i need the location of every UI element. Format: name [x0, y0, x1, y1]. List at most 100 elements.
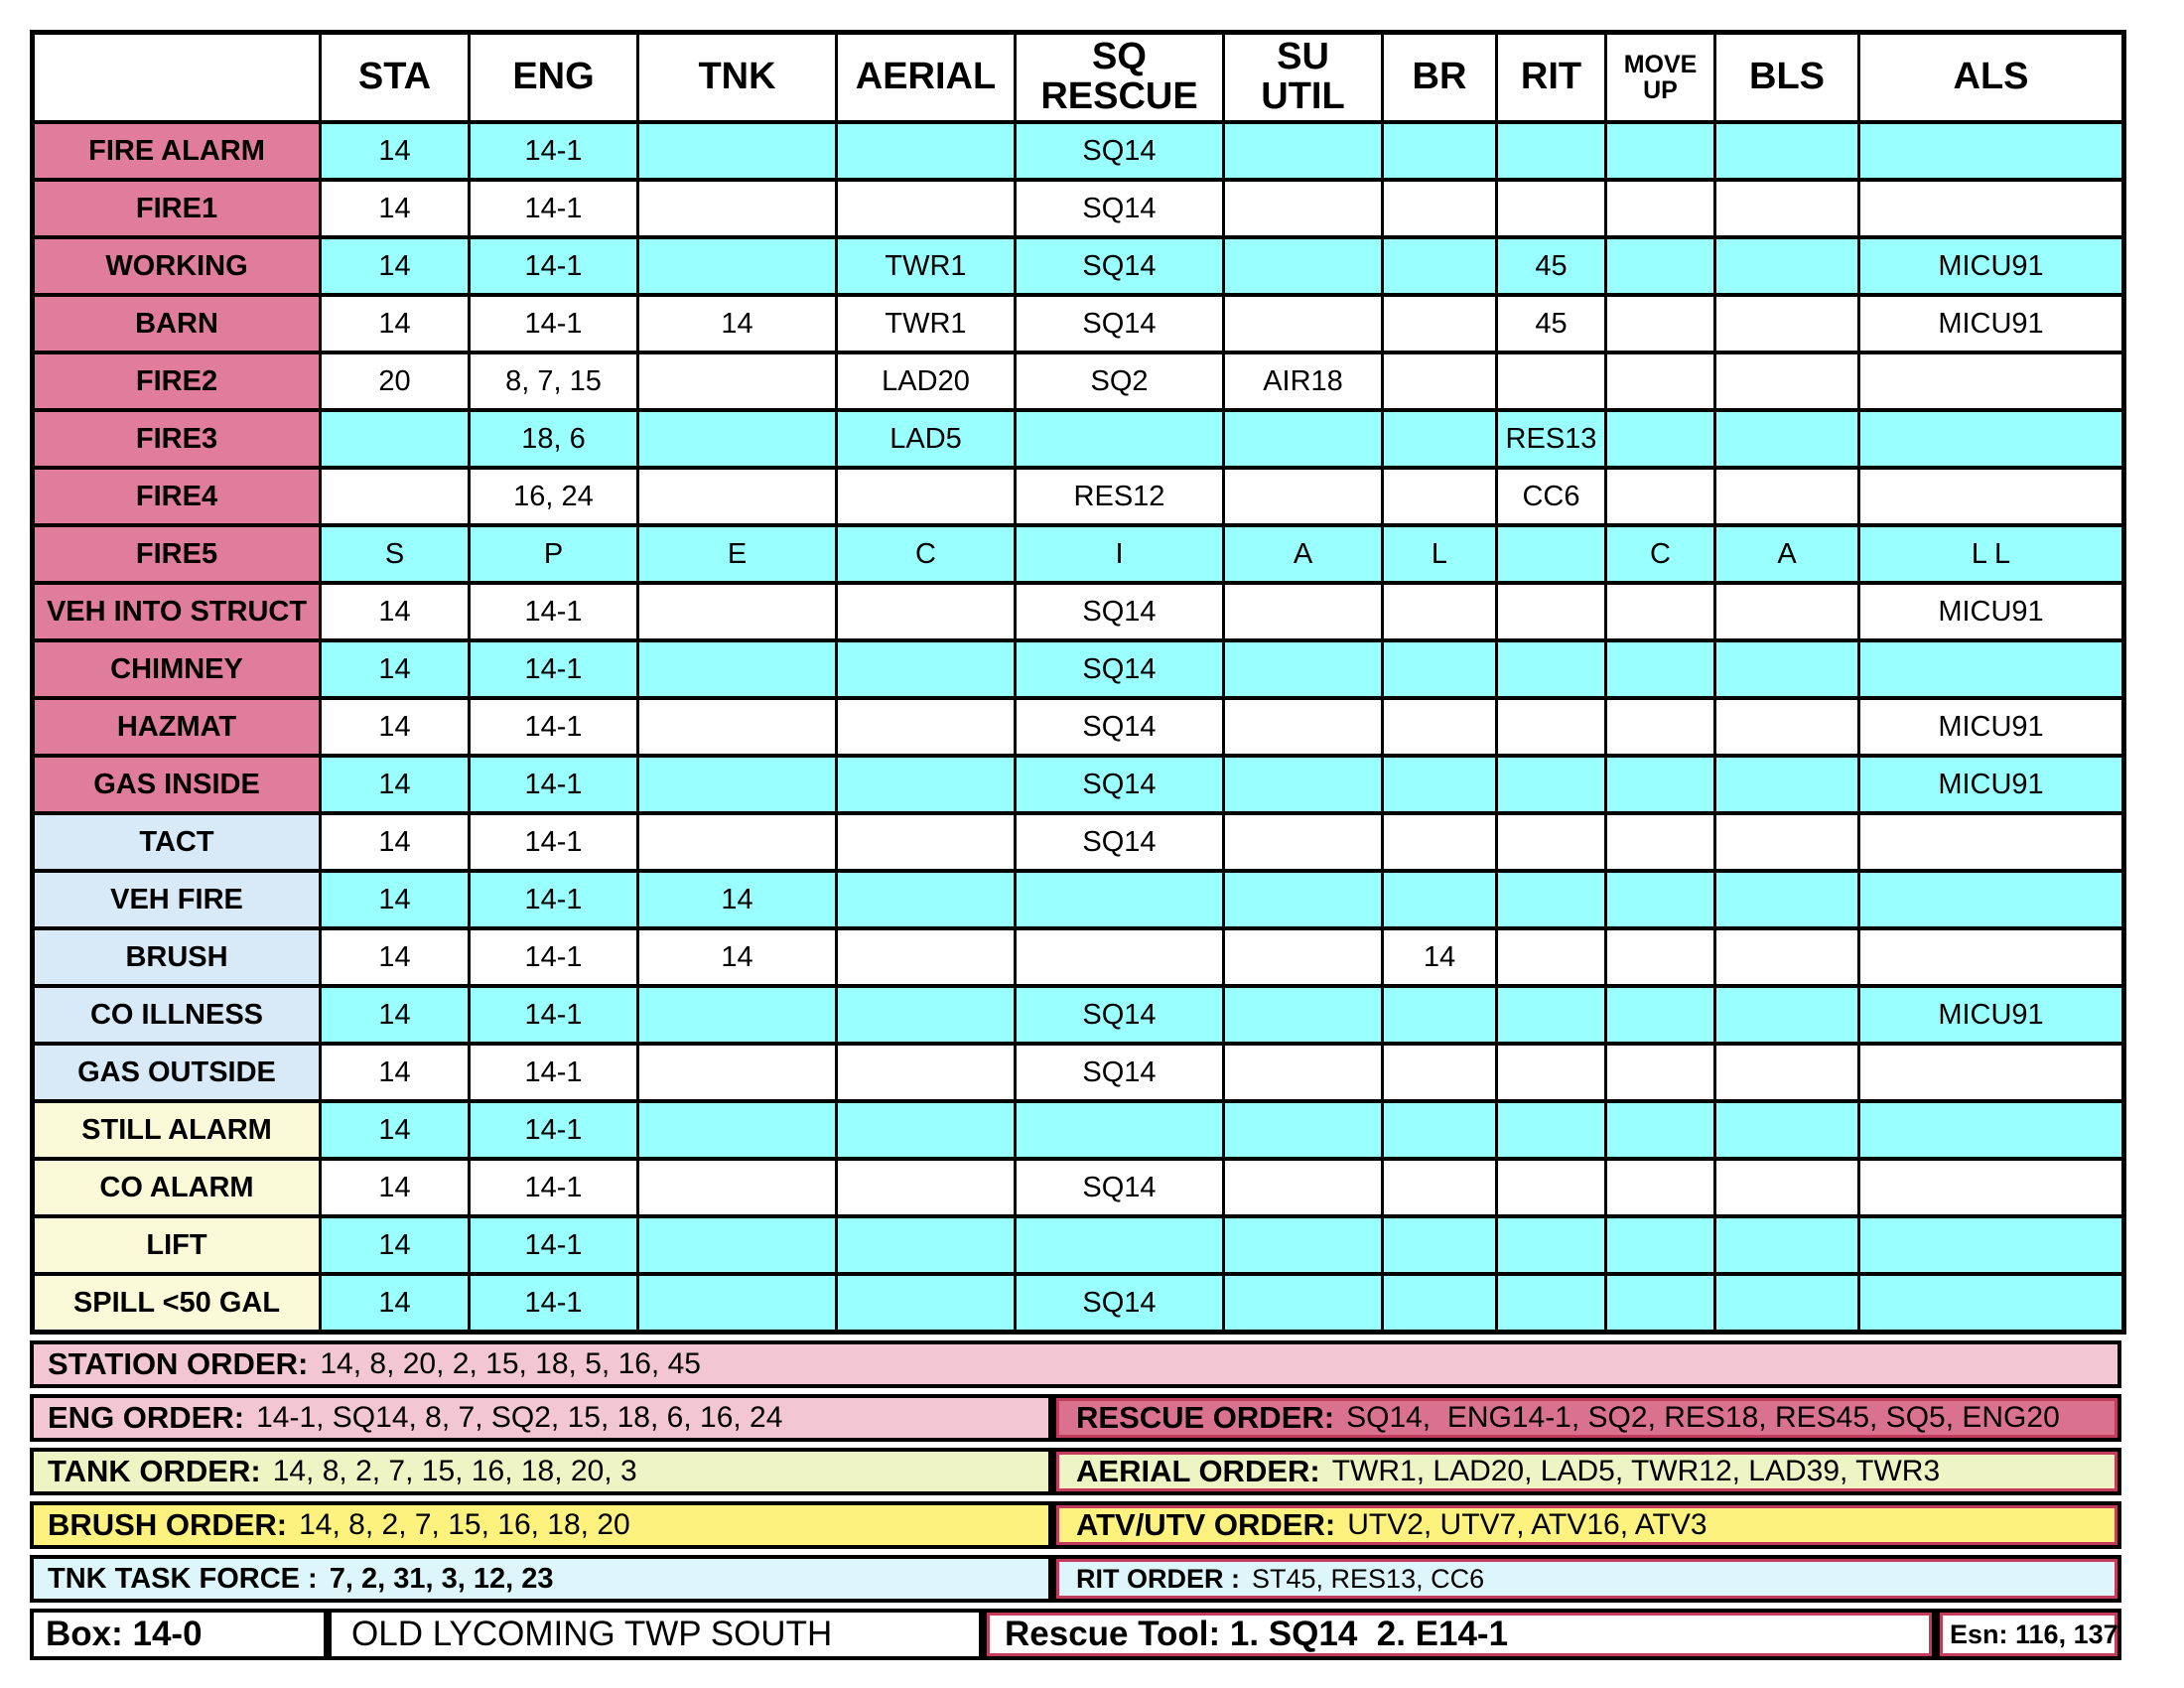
cell-move-up [1604, 926, 1716, 988]
column-header-bls: BLS [1713, 31, 1860, 124]
cell-eng: 14-1 [468, 1157, 639, 1218]
cell-aerial [835, 638, 1017, 700]
cell-move-up [1604, 811, 1716, 873]
cell-sq-rescue: SQ14 [1014, 1272, 1225, 1334]
cell-tnk: 14 [636, 926, 838, 988]
cell-sq-rescue: SQ14 [1014, 1157, 1225, 1218]
cell-als [1857, 638, 2125, 700]
cell-br [1381, 466, 1498, 527]
cell-su-util [1222, 1157, 1384, 1218]
cell-bls [1713, 408, 1860, 470]
column-header-sq-rescue: SQ RESCUE [1014, 31, 1225, 124]
cell-tnk: E [636, 523, 838, 585]
cell-aerial [835, 120, 1017, 182]
cell-rit [1495, 638, 1607, 700]
cell-bls [1713, 351, 1860, 412]
tank-order-row: TANK ORDER: 14, 8, 2, 7, 15, 16, 18, 20,… [30, 1448, 1052, 1495]
row-label: FIRE5 [31, 523, 322, 585]
cell-sq-rescue: SQ14 [1014, 581, 1225, 642]
cell-sq-rescue: SQ14 [1014, 235, 1225, 297]
cell-eng: 14-1 [468, 811, 639, 873]
cell-br [1381, 581, 1498, 642]
cell-sq-rescue: SQ14 [1014, 754, 1225, 815]
cell-rit [1495, 120, 1607, 182]
cell-eng: 14-1 [468, 869, 639, 930]
run-card-table: STA ENG TNK AERIAL SQ RESCUE SU UTIL BR RIT MOVE… [30, 30, 2126, 1335]
cell-als [1857, 1157, 2125, 1218]
column-header-als: ALS [1857, 31, 2125, 124]
cell-rit [1495, 696, 1607, 758]
column-header-su-util: SU UTIL [1222, 31, 1384, 124]
cell-als [1857, 178, 2125, 239]
rescue-order-row: RESCUE ORDER: SQ14, ENG14-1, SQ2, RES18,… [1052, 1394, 2121, 1442]
table-row: GAS INSIDE 14 14-1 SQ14 MICU91 [31, 754, 2125, 815]
cell-bls [1713, 984, 1860, 1046]
cell-aerial [835, 1157, 1017, 1218]
row-label: VEH FIRE [31, 869, 322, 930]
tnk-task-force-label: TNK TASK FORCE : [48, 1562, 318, 1595]
cell-aerial [835, 178, 1017, 239]
cell-move-up [1604, 869, 1716, 930]
cell-br [1381, 1042, 1498, 1103]
row-label: FIRE1 [31, 178, 322, 239]
cell-sta: 14 [319, 869, 471, 930]
cell-tnk: 14 [636, 869, 838, 930]
cell-als [1857, 926, 2125, 988]
cell-rit [1495, 984, 1607, 1046]
box-number-cell: Box: 14-0 [30, 1609, 328, 1660]
row-label: FIRE2 [31, 351, 322, 412]
cell-tnk [636, 466, 838, 527]
cell-sq-rescue: SQ14 [1014, 120, 1225, 182]
cell-move-up [1604, 638, 1716, 700]
cell-aerial [835, 581, 1017, 642]
cell-sq-rescue: SQ14 [1014, 178, 1225, 239]
cell-sta: 14 [319, 926, 471, 988]
cell-sta: 14 [319, 1272, 471, 1334]
row-label: CO ILLNESS [31, 984, 322, 1046]
cell-sta: 14 [319, 1157, 471, 1218]
cell-sta: 14 [319, 120, 471, 182]
cell-rit [1495, 1272, 1607, 1334]
cell-br [1381, 408, 1498, 470]
cell-su-util [1222, 984, 1384, 1046]
table-row: FIRE5 S P E C I A L C A L L [31, 523, 2125, 585]
cell-move-up [1604, 1272, 1716, 1334]
cell-move-up [1604, 466, 1716, 527]
cell-rit [1495, 1099, 1607, 1161]
cell-move-up [1604, 1214, 1716, 1276]
cell-br [1381, 754, 1498, 815]
row-label: TACT [31, 811, 322, 873]
cell-br [1381, 811, 1498, 873]
cell-br: L [1381, 523, 1498, 585]
cell-su-util [1222, 408, 1384, 470]
cell-su-util [1222, 754, 1384, 815]
cell-move-up [1604, 581, 1716, 642]
column-header-br: BR [1381, 31, 1498, 124]
cell-bls [1713, 1042, 1860, 1103]
cell-bls: A [1713, 523, 1860, 585]
cell-sta: 14 [319, 984, 471, 1046]
tank-order-value: 14, 8, 2, 7, 15, 16, 18, 20, 3 [272, 1455, 637, 1487]
cell-sq-rescue: SQ2 [1014, 351, 1225, 412]
cell-su-util [1222, 235, 1384, 297]
cell-sq-rescue: SQ14 [1014, 638, 1225, 700]
cell-sq-rescue [1014, 869, 1225, 930]
table-row: VEH FIRE 14 14-1 14 [31, 869, 2125, 930]
column-header-eng: ENG [468, 31, 639, 124]
rescue-order-value: SQ14, ENG14-1, SQ2, RES18, RES45, SQ5, E… [1346, 1401, 2060, 1434]
cell-sq-rescue: I [1014, 523, 1225, 585]
cell-bls [1713, 811, 1860, 873]
row-label: CHIMNEY [31, 638, 322, 700]
rit-order-value: ST45, RES13, CC6 [1252, 1563, 1485, 1594]
cell-tnk [636, 1157, 838, 1218]
cell-rit: 45 [1495, 293, 1607, 354]
cell-move-up [1604, 1157, 1716, 1218]
cell-als [1857, 869, 2125, 930]
cell-rit [1495, 1157, 1607, 1218]
table-row: BRUSH 14 14-1 14 14 [31, 926, 2125, 988]
aerial-order-label: AERIAL ORDER: [1076, 1454, 1320, 1488]
cell-move-up [1604, 120, 1716, 182]
cell-su-util [1222, 1214, 1384, 1276]
cell-eng: 14-1 [468, 638, 639, 700]
cell-sta: 14 [319, 293, 471, 354]
